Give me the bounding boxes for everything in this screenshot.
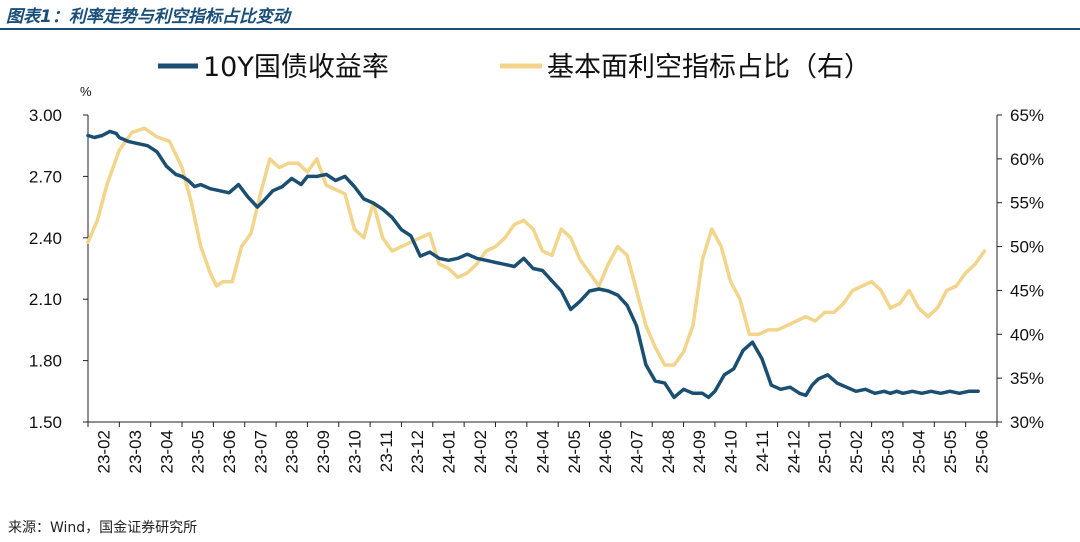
series-lines [86,126,987,400]
x-tick-label: 23-05 [189,430,208,473]
left-tick-label: 3.00 [29,106,62,125]
left-axis-unit: % [80,84,92,99]
x-tick-label: 23-09 [314,430,333,473]
x-tick-label: 24-05 [565,430,584,473]
title-rule [0,28,1080,30]
x-tick-label: 24-03 [502,430,521,473]
right-tick-label: 35% [1010,369,1044,388]
x-tick-label: 23-10 [345,430,364,473]
left-tick-label: 2.10 [29,290,62,309]
x-tick-label: 24-10 [722,430,741,473]
right-tick-label: 55% [1010,194,1044,213]
right-tick-label: 50% [1010,238,1044,257]
left-tick-label: 1.50 [29,413,62,432]
source-note: 来源：Wind，国金证券研究所 [8,520,198,536]
x-tick-label: 23-08 [283,430,302,473]
right-tick-label: 40% [1010,325,1044,344]
x-tick-label: 23-03 [126,430,145,473]
x-tick-label: 23-06 [220,430,239,473]
x-tick-label: 25-03 [878,430,897,473]
right-tick-label: 65% [1010,106,1044,125]
left-tick-label: 1.80 [29,352,62,371]
right-tick-label: 60% [1010,150,1044,169]
x-tick-label: 25-02 [847,430,866,473]
x-tick-label: 24-11 [753,430,772,472]
x-tick-label: 24-09 [690,430,709,473]
x-tick-label: 25-06 [972,430,991,473]
x-tick-label: 24-02 [471,430,490,473]
legend: 10Y国债收益率 基本面利空指标占比（右） [158,52,871,83]
left-tick-label: 2.40 [29,229,62,248]
x-tick-label: 25-04 [910,430,929,473]
right-tick-label: 30% [1010,413,1044,432]
x-tick-label: 23-02 [95,430,114,473]
x-tick-label: 24-12 [784,430,803,473]
x-tick-label: 25-05 [941,430,960,473]
x-tick-label: 24-06 [596,430,615,473]
x-tick-label: 24-04 [534,430,553,473]
x-tick-label: 25-01 [816,430,835,473]
right-tick-label: 45% [1010,281,1044,300]
series-line-bearish-share [86,126,987,367]
legend-label-bearish-share: 基本面利空指标占比（右） [547,52,871,83]
x-tick-label: 23-04 [157,430,176,473]
x-tick-label: 24-07 [628,430,647,473]
series-line-10y-yield [86,129,980,400]
left-tick-label: 2.70 [29,167,62,186]
axes: 3.00 2.70 2.40 2.10 1.80 1.50 65% 60% 55% 50% 45% 4… [29,106,1044,473]
x-tick-label: 24-01 [439,430,458,473]
x-tick-label: 23-12 [408,430,427,473]
figure-title: 图表1：利率走势与利空指标占比变动 [6,7,290,27]
x-tick-label: 23-07 [251,430,270,473]
x-tick-label: 24-08 [659,430,678,473]
legend-label-10y-yield: 10Y国债收益率 [203,52,389,83]
x-tick-label: 23-11 [377,430,396,472]
